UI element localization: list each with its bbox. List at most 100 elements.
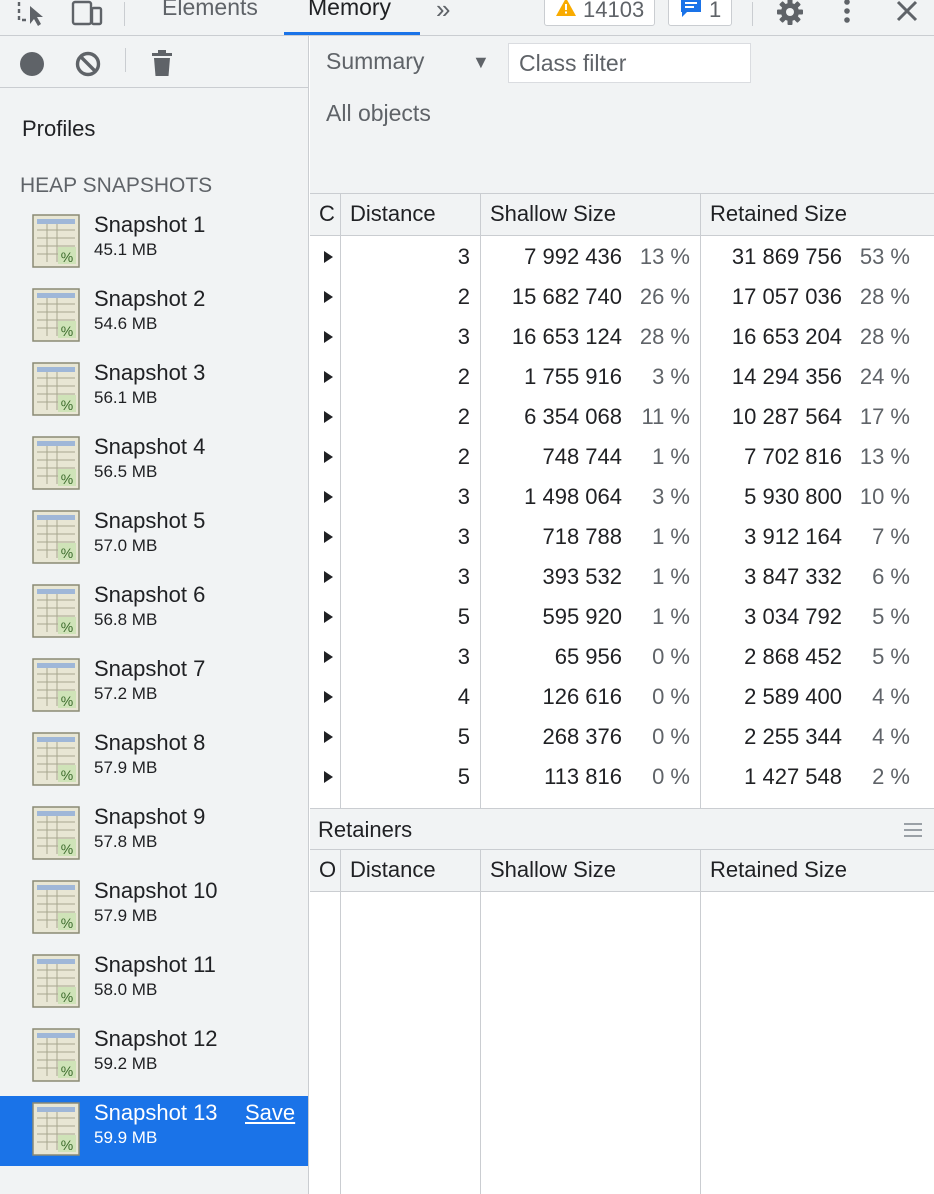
table-row[interactable]: 4 126 616 0 % 2 589 400 4 %	[310, 678, 934, 718]
retained-size-cell: 3 912 164	[744, 524, 842, 549]
column-header-shallow-size[interactable]: Shallow Size	[490, 201, 616, 226]
tab-memory[interactable]: Memory	[308, 0, 392, 20]
profiles-toolbar	[0, 36, 308, 88]
expand-triangle-icon[interactable]	[324, 691, 333, 703]
snapshot-name: Snapshot 12	[94, 1026, 218, 1051]
retained-size-cell: 2 589 400	[744, 684, 842, 709]
expand-triangle-icon[interactable]	[324, 251, 333, 263]
snapshot-size: 57.2 MB	[94, 684, 158, 703]
snapshot-name: Snapshot 11	[94, 952, 216, 977]
object-scope-select[interactable]: All objects	[326, 100, 431, 126]
snapshot-item[interactable]: % Snapshot 12 59.2 MB	[0, 1022, 308, 1092]
distance-cell: 3	[457, 524, 470, 549]
expand-triangle-icon[interactable]	[324, 371, 333, 383]
expand-triangle-icon[interactable]	[324, 731, 333, 743]
table-row[interactable]: 2 1 755 916 3 % 14 294 356 24 %	[310, 358, 934, 398]
class-filter-input[interactable]	[508, 43, 751, 83]
kebab-menu-icon[interactable]	[840, 0, 854, 33]
gear-icon[interactable]	[774, 0, 806, 33]
snapshot-item[interactable]: % Snapshot 9 57.8 MB	[0, 800, 308, 870]
table-row[interactable]: 3 718 788 1 % 3 912 164 7 %	[310, 518, 934, 558]
snapshot-item[interactable]: % Snapshot 8 57.9 MB	[0, 726, 308, 796]
device-toolbar-icon[interactable]	[70, 0, 104, 31]
snapshot-name: Snapshot 5	[94, 508, 206, 533]
snapshot-item[interactable]: % Snapshot 2 54.6 MB	[0, 282, 308, 352]
snapshot-item[interactable]: % Snapshot 13 59.9 MB Save	[0, 1096, 308, 1166]
expand-triangle-icon[interactable]	[324, 571, 333, 583]
snapshot-icon: %	[32, 806, 80, 860]
snapshot-icon: %	[32, 362, 80, 416]
table-row[interactable]: 3 7 992 436 13 % 31 869 756 53 %	[310, 238, 934, 278]
snapshot-item[interactable]: % Snapshot 7 57.2 MB	[0, 652, 308, 722]
column-header-shallow-size[interactable]: Shallow Size	[490, 857, 616, 882]
retained-percent-cell: 7 %	[872, 524, 910, 549]
column-header-constructor[interactable]: C	[319, 201, 335, 226]
expand-triangle-icon[interactable]	[324, 531, 333, 543]
table-row[interactable]: 3 1 498 064 3 % 5 930 800 10 %	[310, 478, 934, 518]
table-row[interactable]: 5 113 816 0 % 1 427 548 2 %	[310, 758, 934, 798]
expand-triangle-icon[interactable]	[324, 611, 333, 623]
shallow-percent-cell: 3 %	[652, 484, 690, 509]
table-row[interactable]: 2 15 682 740 26 % 17 057 036 28 %	[310, 278, 934, 318]
svg-text:%: %	[61, 249, 73, 265]
snapshot-item[interactable]: % Snapshot 4 56.5 MB	[0, 430, 308, 500]
warnings-badge[interactable]: 14103	[544, 0, 656, 26]
expand-triangle-icon[interactable]	[324, 451, 333, 463]
snapshot-size: 57.8 MB	[94, 832, 158, 851]
retained-percent-cell: 5 %	[872, 644, 910, 669]
svg-text:%: %	[61, 915, 73, 931]
snapshot-item[interactable]: % Snapshot 6 56.8 MB	[0, 578, 308, 648]
distance-cell: 3	[457, 244, 470, 269]
snapshot-toolbar: Summary ▼ All objects	[310, 36, 934, 194]
shallow-percent-cell: 0 %	[652, 724, 690, 749]
shallow-size-cell: 393 532	[542, 564, 622, 589]
column-header-retained-size[interactable]: Retained Size	[710, 857, 847, 882]
column-divider	[340, 850, 341, 1194]
table-row[interactable]: 3 16 653 124 28 % 16 653 204 28 %	[310, 318, 934, 358]
retained-size-cell: 2 255 344	[744, 724, 842, 749]
close-icon[interactable]	[894, 0, 920, 29]
snapshot-item[interactable]: % Snapshot 10 57.9 MB	[0, 874, 308, 944]
table-row[interactable]: 3 65 956 0 % 2 868 452 5 %	[310, 638, 934, 678]
expand-triangle-icon[interactable]	[324, 331, 333, 343]
tab-elements[interactable]: Elements	[162, 0, 258, 20]
snapshot-item[interactable]: % Snapshot 1 45.1 MB	[0, 208, 308, 278]
table-row[interactable]: 5 595 920 1 % 3 034 792 5 %	[310, 598, 934, 638]
column-header-object[interactable]: O	[319, 857, 337, 882]
trash-icon[interactable]	[150, 50, 174, 83]
expand-triangle-icon[interactable]	[324, 771, 333, 783]
table-row[interactable]: 2 748 744 1 % 7 702 816 13 %	[310, 438, 934, 478]
drag-handle-icon[interactable]	[904, 823, 922, 841]
save-snapshot-link[interactable]: Save	[245, 1100, 296, 1125]
snapshot-item[interactable]: % Snapshot 3 56.1 MB	[0, 356, 308, 426]
table-row[interactable]: 2 6 354 068 11 % 10 287 564 17 %	[310, 398, 934, 438]
record-icon[interactable]	[18, 50, 46, 83]
snapshot-item[interactable]: % Snapshot 11 58.0 MB	[0, 948, 308, 1018]
clear-icon[interactable]	[74, 50, 102, 83]
snapshot-item[interactable]: % Snapshot 5 57.0 MB	[0, 504, 308, 574]
column-header-retained-size[interactable]: Retained Size	[710, 201, 847, 226]
svg-text:%: %	[61, 767, 73, 783]
retained-size-cell: 2 868 452	[744, 644, 842, 669]
column-header-distance[interactable]: Distance	[350, 857, 436, 882]
view-select[interactable]: Summary	[326, 48, 425, 74]
expand-triangle-icon[interactable]	[324, 491, 333, 503]
expand-triangle-icon[interactable]	[324, 291, 333, 303]
profiles-heading: Profiles	[22, 116, 96, 141]
distance-cell: 2	[457, 284, 470, 309]
expand-triangle-icon[interactable]	[324, 411, 333, 423]
table-row[interactable]: 3 393 532 1 % 3 847 332 6 %	[310, 558, 934, 598]
svg-text:%: %	[61, 1137, 73, 1153]
column-divider	[480, 850, 481, 1194]
retainers-title: Retainers	[318, 817, 413, 842]
table-row[interactable]: 5 268 376 0 % 2 255 344 4 %	[310, 718, 934, 758]
expand-triangle-icon[interactable]	[324, 651, 333, 663]
inspect-icon[interactable]	[16, 0, 48, 31]
shallow-percent-cell: 0 %	[652, 644, 690, 669]
chevron-down-icon[interactable]: ▼	[472, 52, 490, 72]
messages-badge[interactable]: 1	[668, 0, 733, 26]
retained-size-cell: 5 930 800	[744, 484, 842, 509]
more-tabs-icon[interactable]: »	[436, 0, 451, 24]
summary-grid-header: C Distance Shallow Size Retained Size	[310, 194, 934, 236]
column-header-distance[interactable]: Distance	[350, 201, 436, 226]
